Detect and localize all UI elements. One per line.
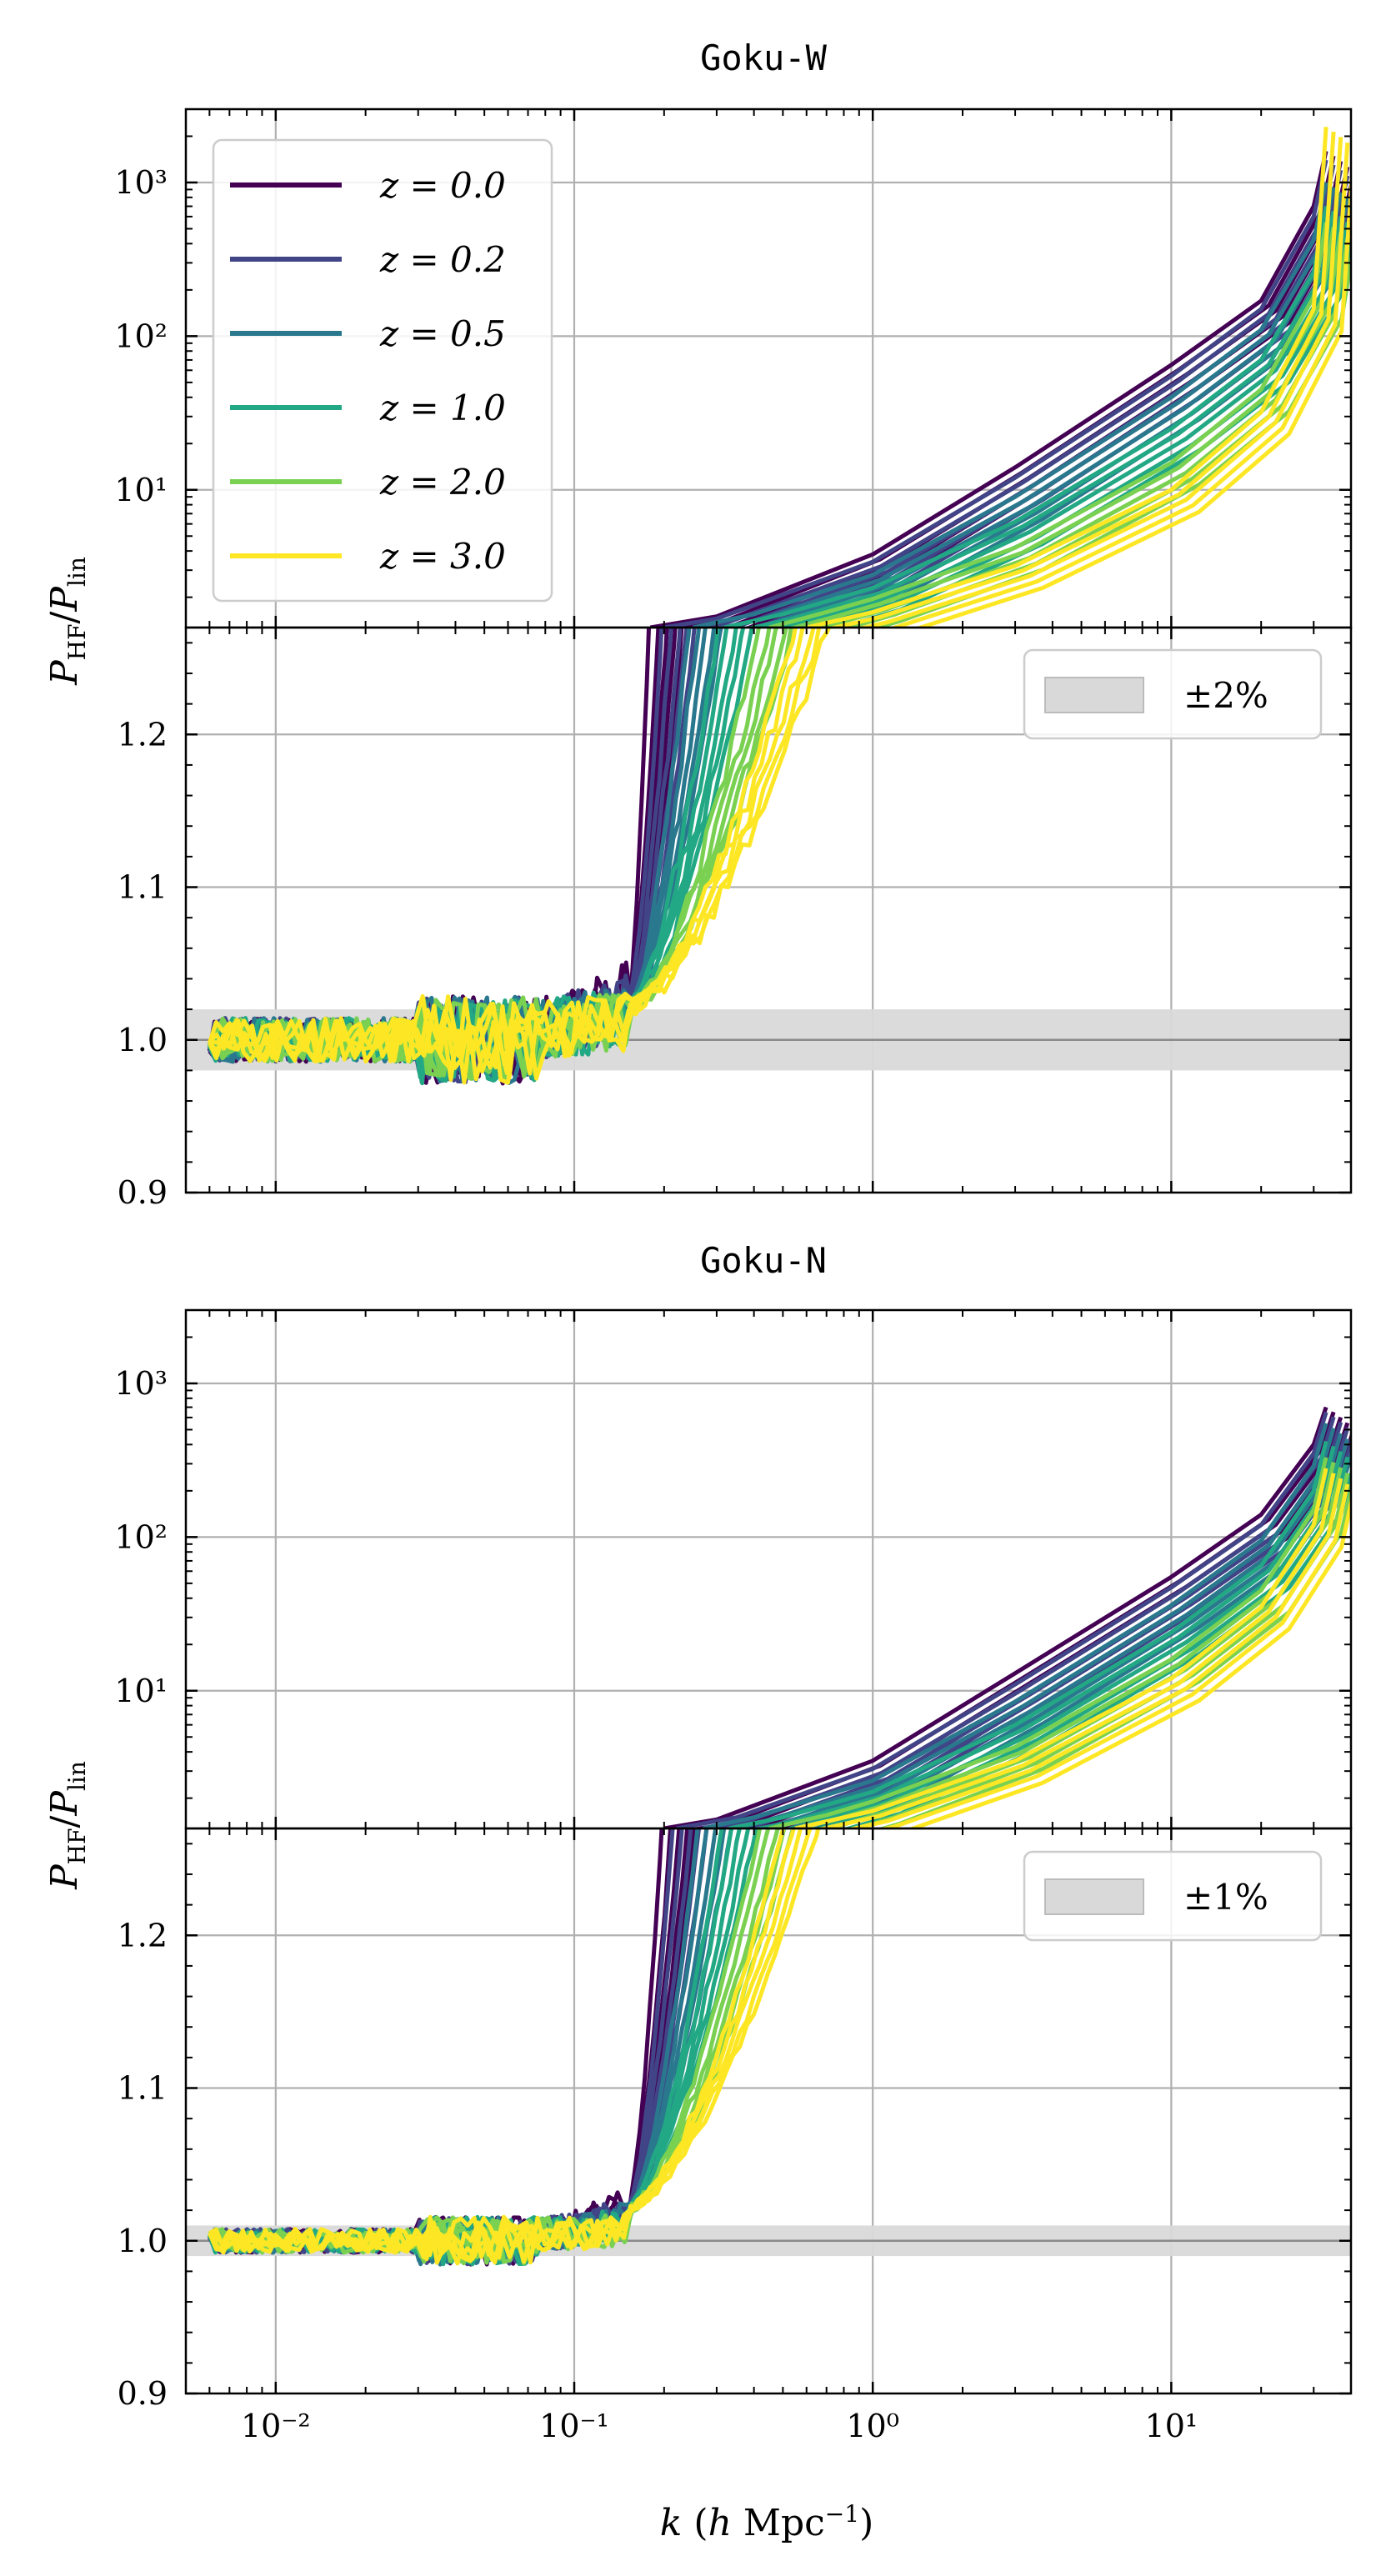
goku-w-legend: z = 0.0 z = 0.2 z = 0.5 z = 1.0 z = 2.0 z = 3… — [212, 138, 553, 603]
band-swatch — [1044, 677, 1144, 713]
band-legend-label: ±2% — [1183, 675, 1268, 716]
series-line-upper — [768, 222, 1328, 628]
y-tick-label: 0.9 — [118, 2375, 168, 2412]
legend-label: z = 1.0 — [379, 388, 506, 428]
goku-w-upper-panel — [186, 109, 1351, 628]
goku-w-title: Goku-W — [700, 38, 827, 78]
series-line-upper — [649, 150, 1328, 628]
goku-n-band-legend: ±1% — [1023, 1850, 1323, 1942]
legend-label: z = 0.2 — [379, 239, 506, 280]
goku-n-title: Goku-N — [700, 1240, 827, 1281]
series-line-lower — [208, 1828, 821, 2265]
x-axis-label: k (h Mpc−1) — [660, 2500, 873, 2544]
y-tick-label: 1.2 — [118, 1917, 168, 1953]
series-line-upper — [813, 1456, 1350, 1828]
legend-label: z = 0.5 — [379, 313, 506, 354]
legend-label: z = 2.0 — [379, 462, 506, 503]
goku-w-lower-panel — [186, 628, 1351, 1193]
series-line-upper — [825, 131, 1336, 628]
y-tick-label: 1.1 — [118, 2070, 168, 2107]
series-line-upper — [773, 216, 1343, 628]
series-line-upper — [728, 1440, 1328, 1828]
x-tick-label: 10¹ — [1145, 2408, 1198, 2444]
series-line-upper — [869, 249, 1351, 628]
y-tick-label: 10² — [114, 1518, 168, 1555]
y-tick-label: 1.0 — [118, 1022, 168, 1058]
y-tick-label: 0.9 — [118, 1174, 168, 1211]
chart-goku-w: Goku-W 10¹ 10² 10³ 0.9 1.0 1.1 1.2 PHF/Plin z… — [43, 38, 1353, 1211]
goku-n-lower-panel — [186, 1828, 1351, 2393]
series-line-upper — [676, 1411, 1328, 1828]
x-tick-label: 10⁻² — [241, 2408, 311, 2444]
series-line-upper — [702, 1423, 1328, 1828]
series-line-upper — [813, 232, 1343, 628]
x-tick-label: 10⁰ — [846, 2408, 899, 2444]
series-line-upper — [794, 1468, 1328, 1828]
series-line-upper — [663, 159, 1328, 628]
y-tick-label: 10³ — [114, 1365, 168, 1402]
y-tick-label: 1.1 — [118, 869, 168, 906]
series-line-upper — [913, 161, 1351, 628]
series-line-upper — [845, 1478, 1343, 1828]
series-line-upper — [855, 137, 1343, 628]
goku-w-band-legend: ±2% — [1023, 648, 1323, 740]
y-tick-label: 10¹ — [114, 472, 168, 508]
legend-label: z = 3.0 — [379, 536, 506, 577]
goku-n-ylabel: PHF/Plin — [43, 1761, 91, 1890]
series-line-upper — [724, 206, 1328, 628]
chart-goku-n: Goku-N 10¹ 10² 10³ 0.9 1.0 1.1 1.2 10⁻² 10⁻¹ 10… — [43, 1240, 1353, 2544]
series-line-upper — [907, 1493, 1351, 1828]
series-line-upper — [692, 182, 1328, 628]
band-legend-label: ±1% — [1183, 1877, 1268, 1918]
band-swatch — [1044, 1878, 1144, 1915]
series-line-upper — [841, 1466, 1351, 1828]
legend-box — [212, 138, 553, 603]
series-line-upper — [768, 1457, 1328, 1828]
y-tick-label: 10¹ — [114, 1673, 168, 1709]
goku-w-ylabel: PHF/Plin — [43, 557, 91, 686]
goku-n-upper-panel — [186, 1310, 1351, 1828]
series-line-upper — [786, 227, 1336, 628]
legend-label: z = 0.0 — [379, 165, 506, 206]
y-tick-label: 1.0 — [118, 2223, 168, 2259]
series-line-upper — [806, 127, 1328, 628]
series-line-upper — [877, 1483, 1350, 1828]
y-tick-label: 10² — [114, 318, 168, 354]
x-tick-label: 10⁻¹ — [539, 2408, 609, 2444]
series-line-lower — [208, 628, 816, 1076]
y-tick-label: 1.2 — [118, 716, 168, 753]
goku-n-lower-frame — [184, 1827, 1353, 2395]
series-line-lower — [208, 628, 832, 1085]
y-tick-label: 10³ — [114, 164, 168, 201]
series-line-upper — [814, 1473, 1336, 1828]
series-line-upper — [841, 238, 1350, 628]
series-line-upper — [663, 1406, 1328, 1828]
goku-w-lower-frame — [184, 626, 1353, 1194]
series-line-upper — [886, 143, 1350, 628]
